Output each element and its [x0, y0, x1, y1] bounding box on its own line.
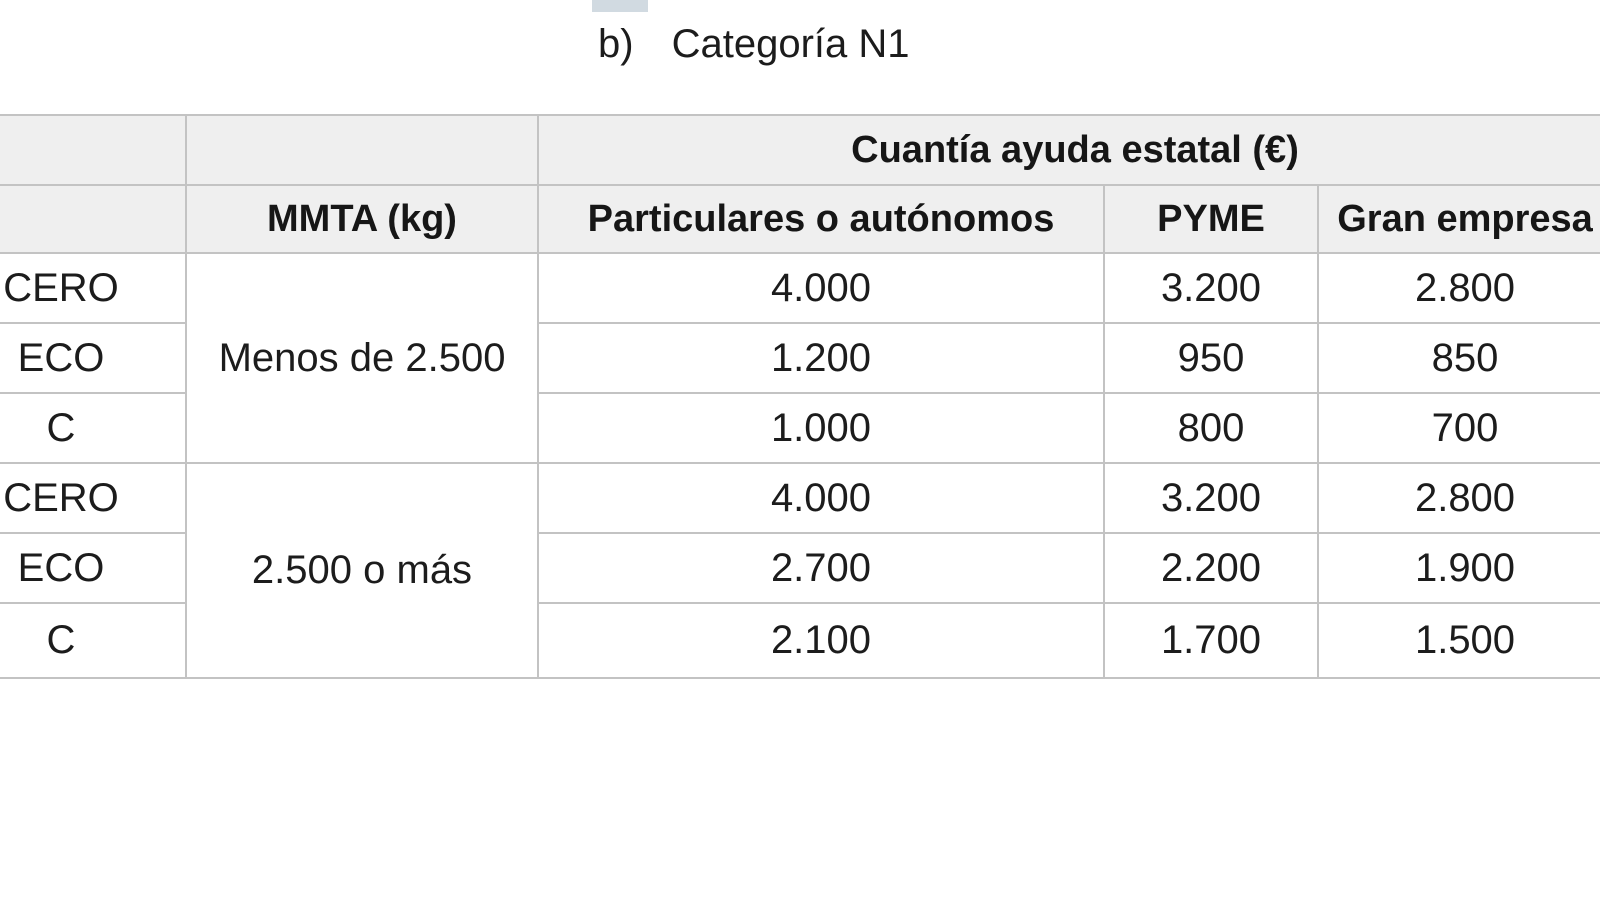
cell-g2-cero-pyme: 3.200 [1103, 462, 1319, 534]
table-row-g1-c: C 1.000 800 700 [0, 392, 1600, 464]
header-cell-empty-label [0, 114, 187, 186]
header-cell-gran-empresa: Gran empresa [1316, 184, 1600, 254]
cell-g1-c-label: C [0, 392, 187, 464]
cell-g1-eco-gran-empresa: 850 [1316, 322, 1600, 394]
cell-g1-eco-label: ECO [0, 322, 187, 394]
cell-g2-cero-particulares: 4.000 [537, 462, 1105, 534]
header-cell-spanning: Cuantía ayuda estatal (€) [536, 114, 1600, 186]
cell-g2-c-label: C [0, 602, 187, 679]
cell-g1-eco-particulares: 1.200 [537, 322, 1105, 394]
cell-g1-c-particulares: 1.000 [537, 392, 1105, 464]
section-title-text: Categoría N1 [671, 22, 910, 66]
cell-g2-eco-label: ECO [0, 532, 187, 604]
header-cell-empty-mmta [185, 114, 539, 186]
header-cell-pyme: PYME [1103, 184, 1319, 254]
table-header-row-span: Cuantía ayuda estatal (€) [0, 114, 1600, 186]
cell-g1-c-gran-empresa: 700 [1316, 392, 1600, 464]
cell-g2-eco-pyme: 2.200 [1103, 532, 1319, 604]
header-cell-particulares: Particulares o autónomos [537, 184, 1105, 254]
table-row-g1-eco: ECO 1.200 950 850 [0, 322, 1600, 394]
cell-g2-cero-gran-empresa: 2.800 [1316, 462, 1600, 534]
cell-g2-eco-gran-empresa: 1.900 [1316, 532, 1600, 604]
table-header-row-columns: MMTA (kg) Particulares o autónomos PYME … [0, 184, 1600, 254]
table-row-g2-eco: ECO 2.700 2.200 1.900 [0, 532, 1600, 604]
aid-amount-table: Cuantía ayuda estatal (€) MMTA (kg) Part… [0, 114, 1600, 679]
cell-g2-c-gran-empresa: 1.500 [1316, 602, 1600, 679]
header-cell-label-col [0, 184, 187, 254]
cell-g1-mmta: Menos de 2.500 [185, 252, 539, 464]
header-cell-mmta: MMTA (kg) [185, 184, 539, 254]
cell-g1-cero-pyme: 3.200 [1103, 252, 1319, 324]
cell-g2-eco-particulares: 2.700 [537, 532, 1105, 604]
cell-g1-cero-particulares: 4.000 [537, 252, 1105, 324]
cell-g1-cero-gran-empresa: 2.800 [1316, 252, 1600, 324]
cell-g1-eco-pyme: 950 [1103, 322, 1319, 394]
table-row-g1-cero: CERO Menos de 2.500 4.000 3.200 2.800 [0, 252, 1600, 464]
cell-g1-c-pyme: 800 [1103, 392, 1319, 464]
section-title: b) Categoría N1 [598, 22, 910, 67]
cell-g2-mmta: 2.500 o más [185, 462, 539, 679]
cell-g2-c-particulares: 2.100 [537, 602, 1105, 679]
cell-g2-cero-label: CERO [0, 462, 187, 534]
cell-g1-cero-label: CERO [0, 252, 187, 324]
table-row-g2-cero: CERO 2.500 o más 4.000 3.200 2.800 [0, 462, 1600, 679]
cell-g2-c-pyme: 1.700 [1103, 602, 1319, 679]
section-title-marker: b) [598, 22, 634, 66]
table-row-g2-c: C 2.100 1.700 1.500 [0, 602, 1600, 679]
cropped-text-fragment [592, 0, 648, 12]
